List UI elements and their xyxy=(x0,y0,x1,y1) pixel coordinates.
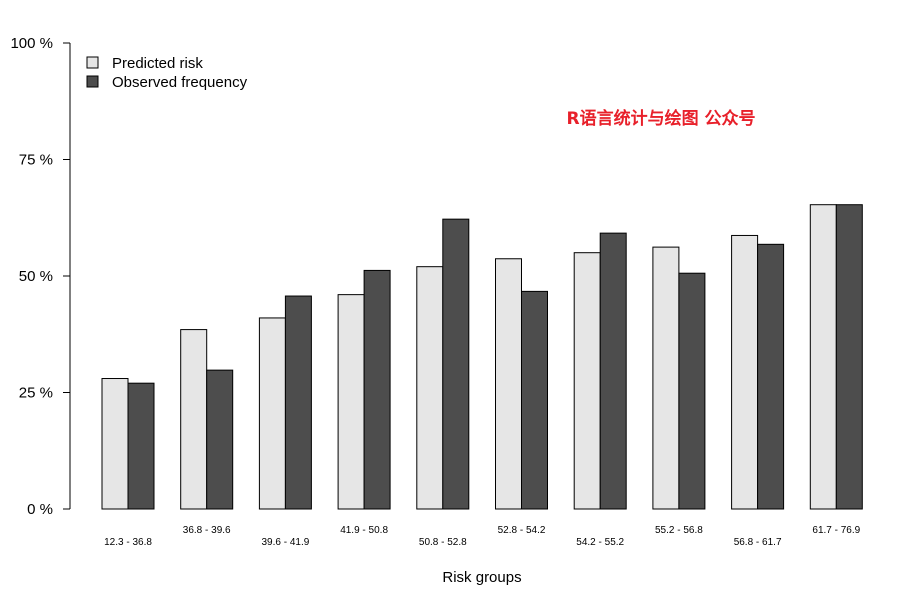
y-tick-label: 75 % xyxy=(19,152,53,169)
y-tick-label: 100 % xyxy=(10,35,53,52)
y-tick-label: 0 % xyxy=(27,501,53,518)
x-category-label: 61.7 - 76.9 xyxy=(812,525,860,536)
watermark-text: R语言统计与绘图 公众号 xyxy=(566,108,755,129)
predicted-risk-bar xyxy=(652,246,680,510)
observed-frequency-bar xyxy=(442,218,470,510)
predicted-risk-bar xyxy=(180,329,208,510)
bar-group xyxy=(495,258,548,510)
legend-label: Observed frequency xyxy=(112,74,248,91)
bar-group xyxy=(809,204,863,510)
observed-frequency-bar xyxy=(127,382,155,510)
bar-group xyxy=(101,378,155,510)
bar-group xyxy=(573,232,627,510)
observed-frequency-bar xyxy=(363,269,391,510)
legend-item: Observed frequency xyxy=(86,74,248,91)
bar-group xyxy=(337,269,391,510)
legend-swatch xyxy=(86,56,99,69)
legend: Predicted risk Observed frequency xyxy=(86,55,248,91)
x-category-label: 54.2 - 55.2 xyxy=(576,537,624,548)
bar-group xyxy=(258,295,312,510)
predicted-risk-bar xyxy=(573,252,601,510)
observed-frequency-bar xyxy=(757,243,785,510)
predicted-risk-bar xyxy=(416,266,444,510)
observed-frequency-bar xyxy=(206,369,234,510)
x-axis-title: Risk groups xyxy=(442,569,521,586)
predicted-risk-bar xyxy=(495,258,522,510)
x-category-label: 41.9 - 50.8 xyxy=(340,525,388,536)
observed-frequency-bar xyxy=(521,290,548,510)
y-axis: 0 % 25 % 50 % 75 % 100 % xyxy=(10,35,71,518)
observed-frequency-bar xyxy=(678,272,706,510)
predicted-risk-bar xyxy=(101,378,129,510)
x-category-label: 55.2 - 56.8 xyxy=(655,525,703,536)
predicted-risk-bar xyxy=(337,294,365,510)
x-category-label: 52.8 - 54.2 xyxy=(498,525,546,536)
observed-frequency-bar xyxy=(835,204,863,510)
bar-group xyxy=(416,218,470,510)
x-category-label: 50.8 - 52.8 xyxy=(419,537,467,548)
observed-frequency-bar xyxy=(599,232,627,510)
y-tick-label: 50 % xyxy=(19,268,53,285)
bar-group xyxy=(731,234,785,510)
x-category-label: 39.6 - 41.9 xyxy=(261,537,309,548)
predicted-risk-bar xyxy=(258,317,286,510)
bar-group xyxy=(652,246,706,510)
x-category-label: 12.3 - 36.8 xyxy=(104,537,152,548)
bar-groups xyxy=(101,204,863,510)
legend-item: Predicted risk xyxy=(86,55,203,72)
predicted-risk-bar xyxy=(731,234,759,510)
bar-group xyxy=(180,329,234,510)
y-tick-label: 25 % xyxy=(19,385,53,402)
predicted-risk-bar xyxy=(809,204,837,510)
legend-label: Predicted risk xyxy=(112,55,203,72)
observed-frequency-bar xyxy=(284,295,312,510)
category-labels: 12.3 - 36.8 36.8 - 39.6 39.6 - 41.9 41.9 - … xyxy=(104,525,861,548)
x-category-label: 56.8 - 61.7 xyxy=(734,537,782,548)
x-category-label: 36.8 - 39.6 xyxy=(183,525,231,536)
legend-swatch xyxy=(86,75,99,88)
